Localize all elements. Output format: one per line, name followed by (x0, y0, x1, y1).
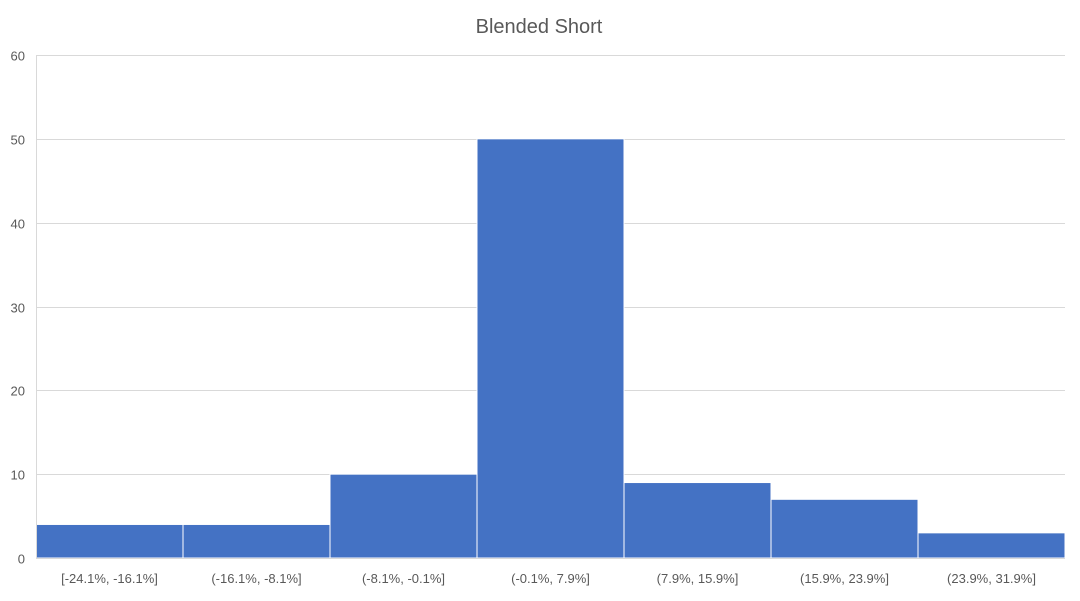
bar (770, 498, 919, 559)
bar (476, 138, 625, 559)
chart-title: Blended Short (476, 16, 603, 38)
y-tick-label: 40 (11, 217, 25, 232)
x-tick-label: (15.9%, 23.9%] (800, 571, 889, 586)
y-tick-label: 30 (11, 301, 25, 316)
y-tick-label: 10 (11, 468, 25, 483)
bar (917, 532, 1066, 559)
x-axis-ticks: [-24.1%, -16.1%] (-16.1%, -8.1%] (-8.1%, -… (61, 571, 1036, 586)
bar (329, 473, 478, 559)
y-tick-label: 60 (11, 49, 25, 64)
x-tick-label: (-0.1%, 7.9%] (511, 571, 590, 586)
x-tick-label: [-24.1%, -16.1%] (61, 571, 158, 586)
axes (36, 55, 1065, 559)
x-tick-label: (23.9%, 31.9%] (947, 571, 1036, 586)
bar (623, 482, 772, 559)
y-tick-label: 20 (11, 384, 25, 399)
x-tick-label: (7.9%, 15.9%] (657, 571, 739, 586)
bar (182, 523, 331, 559)
y-tick-label: 0 (18, 552, 25, 567)
y-tick-label: 50 (11, 133, 25, 148)
bar (35, 523, 184, 559)
bars (35, 138, 1066, 559)
x-tick-label: (-16.1%, -8.1%] (211, 571, 301, 586)
y-axis-ticks: 0 10 20 30 40 50 60 (11, 49, 25, 567)
x-tick-label: (-8.1%, -0.1%] (362, 571, 445, 586)
